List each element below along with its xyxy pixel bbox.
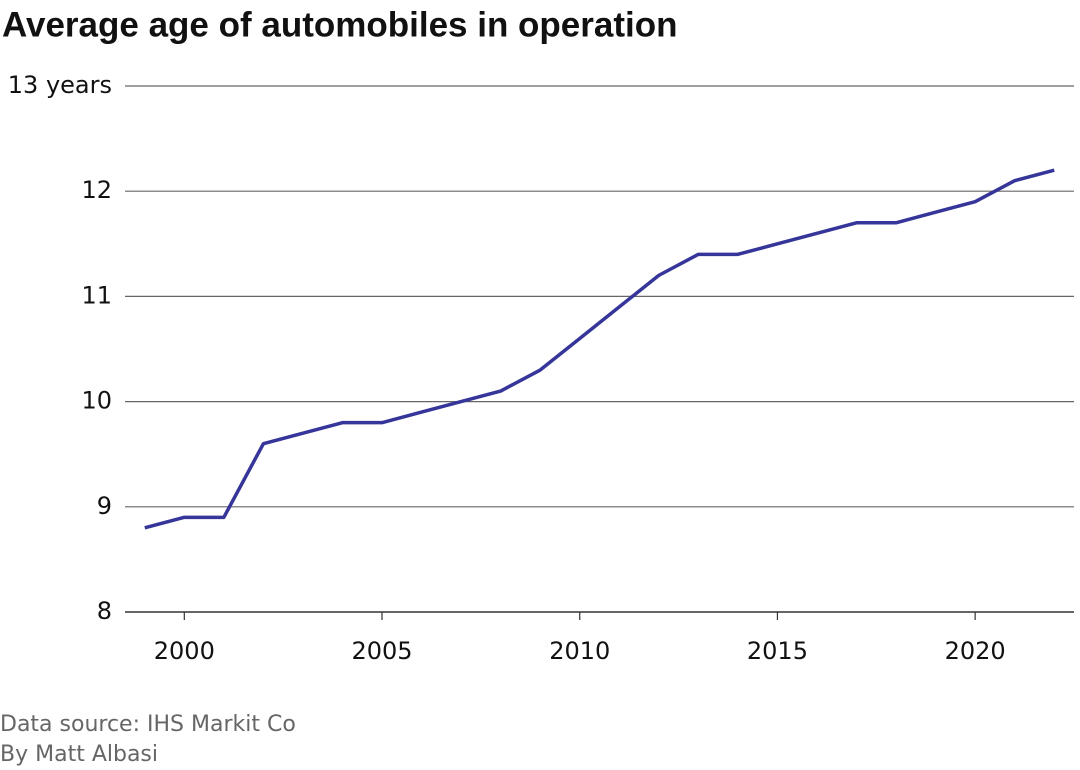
x-tick-label: 2020 (945, 637, 1006, 665)
chart-title: Average age of automobiles in operation (2, 5, 678, 44)
y-tick-label: 12 (81, 176, 112, 204)
x-tick-label: 2010 (549, 637, 610, 665)
line (144, 168, 1055, 530)
x-tick-label: 2015 (747, 637, 808, 665)
y-tick-label: 10 (81, 387, 112, 415)
y-tick-label: 8 (97, 597, 112, 625)
x-tick-label: 2005 (351, 637, 412, 665)
byline: By Matt Albasi (0, 742, 158, 767)
y-tick-label: 11 (81, 281, 112, 309)
source: Data source: IHS Markit Co (0, 712, 296, 737)
x-tick-label: 2000 (154, 637, 215, 665)
y-tick-label: 9 (97, 492, 112, 520)
y-tick-label: 13 years (8, 71, 112, 99)
